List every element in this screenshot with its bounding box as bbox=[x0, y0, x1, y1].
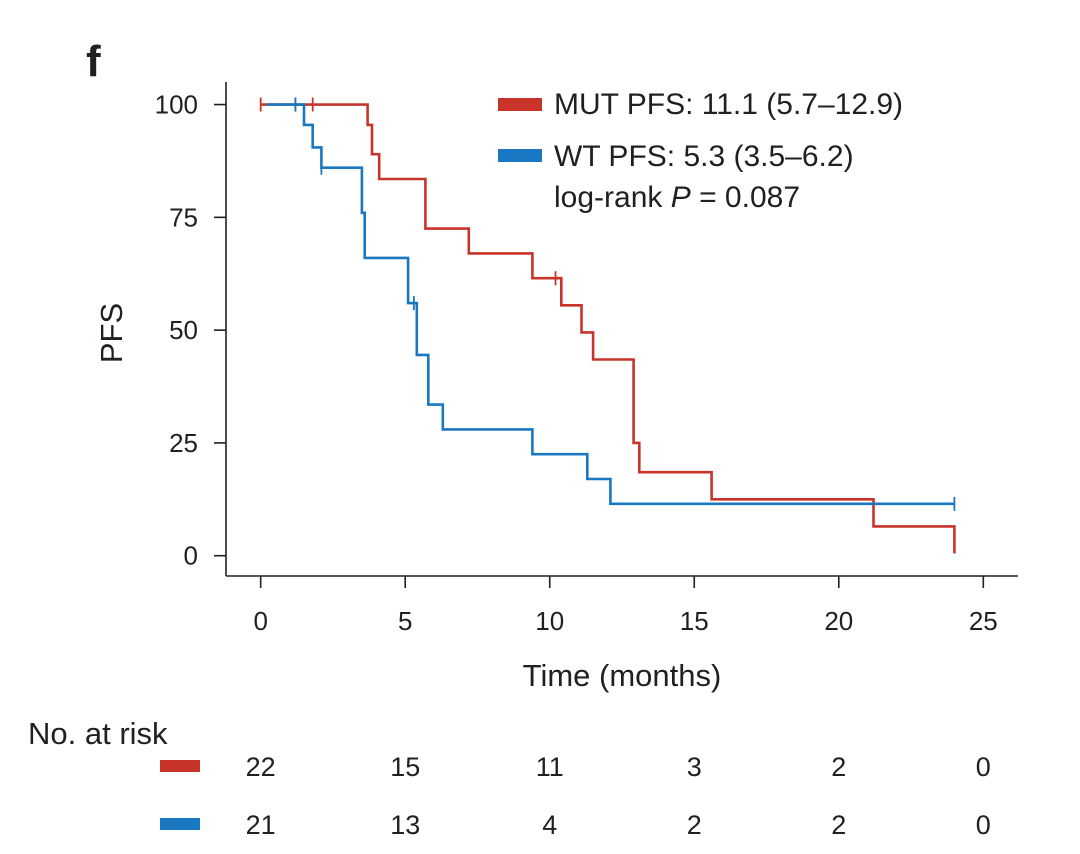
x-tick-label: 10 bbox=[535, 606, 564, 636]
risk-value-wt: 2 bbox=[831, 810, 846, 840]
risk-swatch-mut bbox=[160, 760, 200, 772]
x-tick-label: 0 bbox=[253, 606, 267, 636]
y-tick-label: 75 bbox=[169, 202, 198, 232]
axes bbox=[225, 82, 1018, 577]
logrank-p-symbol: P bbox=[671, 181, 691, 214]
y-tick-label: 50 bbox=[169, 315, 198, 345]
x-tick-label: 25 bbox=[969, 606, 998, 636]
logrank-prefix: log-rank bbox=[554, 181, 671, 214]
risk-value-wt: 4 bbox=[542, 810, 557, 840]
x-tick-label: 15 bbox=[680, 606, 709, 636]
legend: MUT PFS: 11.1 (5.7–12.9) WT PFS: 5.3 (3.… bbox=[498, 88, 903, 214]
risk-value-mut: 3 bbox=[687, 752, 702, 782]
x-tick-label: 20 bbox=[824, 606, 853, 636]
logrank-value: = 0.087 bbox=[691, 181, 800, 214]
series-line-mut bbox=[260, 103, 956, 554]
x-tick-label: 5 bbox=[398, 606, 412, 636]
logrank-annotation: log-rank P = 0.087 bbox=[554, 181, 800, 214]
risk-value-mut: 2 bbox=[831, 752, 846, 782]
risk-value-wt: 2 bbox=[687, 810, 702, 840]
y-tick-label: 0 bbox=[184, 541, 198, 571]
x-axis-title: Time (months) bbox=[523, 658, 722, 693]
risk-value-mut: 15 bbox=[390, 752, 420, 782]
y-axis-title: PFS bbox=[94, 303, 129, 363]
legend-label-mut: MUT PFS: 11.1 (5.7–12.9) bbox=[554, 88, 903, 121]
legend-swatch-wt bbox=[498, 149, 542, 162]
risk-table-title: No. at risk bbox=[28, 716, 168, 751]
risk-value-mut: 22 bbox=[246, 752, 276, 782]
risk-value-mut: 11 bbox=[536, 752, 564, 782]
risk-table: No. at risk 22 15 11 3 2 021 13 4 2 2 0 bbox=[28, 716, 991, 840]
legend-label-wt: WT PFS: 5.3 (3.5–6.2) bbox=[554, 140, 854, 173]
y-tick-label: 25 bbox=[169, 428, 198, 458]
risk-value-wt: 0 bbox=[976, 810, 991, 840]
panel-label: f bbox=[86, 37, 101, 86]
risk-value-wt: 21 bbox=[246, 810, 276, 840]
legend-swatch-mut bbox=[498, 98, 542, 111]
series-line-wt bbox=[266, 103, 955, 506]
risk-value-mut: 0 bbox=[976, 752, 991, 782]
risk-value-wt: 13 bbox=[390, 810, 420, 840]
risk-swatch-wt bbox=[160, 818, 200, 830]
y-tick-label: 100 bbox=[155, 90, 198, 120]
